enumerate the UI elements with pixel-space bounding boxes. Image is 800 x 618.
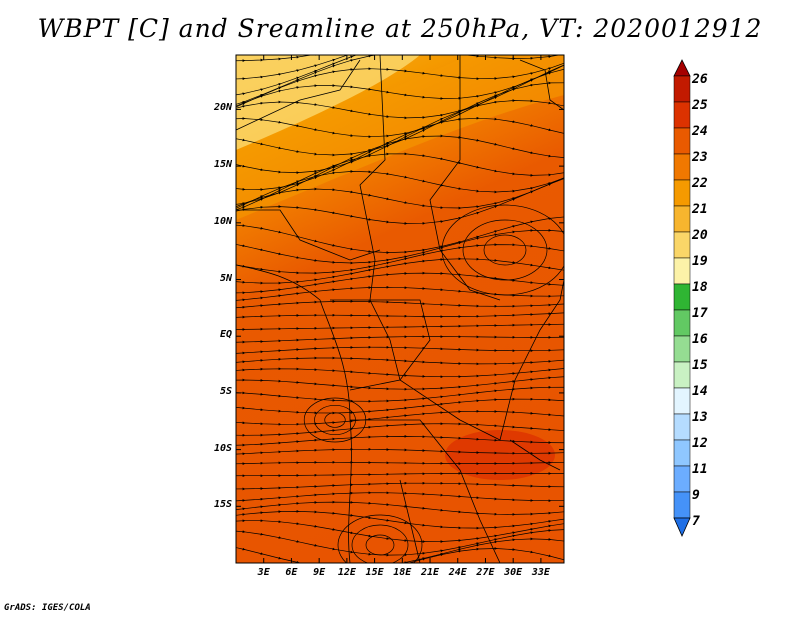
colorbar-label: 13	[692, 410, 708, 425]
colorbar-label: 26	[692, 72, 708, 87]
streamline	[236, 471, 564, 478]
colorbar-label: 14	[692, 384, 708, 399]
colorbar-segment	[673, 413, 691, 441]
lon-tick-label: 12E	[337, 567, 356, 578]
streamline	[236, 447, 564, 456]
streamline-eddy	[462, 219, 548, 281]
colorbar-label: 23	[692, 150, 708, 165]
streamline-eddy	[365, 534, 395, 556]
streamline-eddy	[303, 397, 367, 443]
colorbar-label: 20	[692, 228, 708, 243]
lon-tick-label: 21E	[420, 567, 440, 578]
lon-tick-label: 6E	[285, 567, 298, 578]
colorbar-segment	[673, 465, 691, 493]
streamline	[236, 491, 564, 503]
lon-tick-label: 18E	[393, 567, 412, 578]
streamline-eddy	[351, 524, 409, 563]
lon-tick-label: 33E	[531, 567, 550, 578]
colorbar-label: 21	[692, 202, 708, 217]
streamline-eddy	[324, 412, 346, 428]
colorbar-segment	[673, 127, 691, 155]
colorbar-label: 16	[692, 332, 708, 347]
streamline	[236, 422, 564, 437]
streamline	[236, 481, 564, 491]
streamlines	[236, 55, 564, 563]
colorbar-segment	[673, 439, 691, 467]
lat-tick-label: 15S	[213, 499, 232, 511]
map-frame	[235, 54, 565, 564]
colorbar-segment	[673, 101, 691, 129]
lat-tick-label: 5N	[219, 272, 232, 284]
lon-tick-label: 3E	[257, 567, 270, 578]
streamline-eddy	[337, 514, 423, 563]
colorbar-label: 25	[692, 98, 708, 113]
colorbar-label: 7	[692, 514, 700, 529]
lat-tick-label: 20N	[213, 102, 232, 114]
lon-tick-label: 24E	[448, 567, 467, 578]
map-title: WBPT [C] and Sreamline at 250hPa, VT: 20…	[37, 14, 763, 43]
colorbar-segment	[673, 335, 691, 363]
lon-tick-label: 15E	[365, 567, 384, 578]
colorbar-label: 12	[692, 436, 708, 451]
colorbar-label: 17	[692, 306, 708, 321]
colorbar-label: 22	[692, 176, 708, 191]
colorbar-segment	[673, 283, 691, 311]
lon-tick-label: 9E	[313, 567, 326, 578]
streamline-eddy	[441, 204, 564, 296]
colorbar-segment	[673, 231, 691, 259]
colorbar-segment	[673, 153, 691, 181]
colorbar-label: 18	[692, 280, 708, 295]
colorbar-segment	[673, 75, 691, 103]
lon-tick-label: 27E	[476, 567, 495, 578]
colorbar-max-arrow	[673, 59, 691, 77]
lat-tick-label: 10S	[213, 442, 232, 454]
streamline	[236, 335, 564, 344]
lat-tick-label: 5S	[219, 385, 232, 397]
colorbar-segment	[673, 257, 691, 285]
colorbar-min-arrow	[673, 517, 691, 537]
streamline-eddy	[314, 404, 356, 436]
streamline	[236, 460, 564, 466]
grads-credit: GrADS: IGES/COLA	[4, 603, 91, 613]
streamline	[242, 547, 564, 563]
colorbar-segment	[673, 309, 691, 337]
lat-tick-label: EQ	[219, 329, 232, 341]
streamline	[236, 322, 564, 331]
colorbar-label: 11	[692, 462, 708, 477]
streamline	[236, 311, 564, 319]
streamline	[236, 434, 564, 447]
streamline	[236, 285, 564, 302]
streamline	[236, 299, 564, 309]
axis-ticks	[236, 55, 564, 563]
colorbar-segment	[673, 179, 691, 207]
colorbar-segment	[673, 491, 691, 519]
lon-tick-label: 30E	[504, 567, 523, 578]
streamline	[236, 345, 564, 355]
colorbar-label: 9	[692, 488, 700, 503]
streamline	[236, 356, 564, 366]
colorbar-segment	[673, 361, 691, 389]
lat-tick-label: 15N	[213, 159, 232, 171]
colorbar-segment	[673, 205, 691, 233]
lat-tick-label: 10N	[213, 215, 232, 227]
colorbar-label: 19	[692, 254, 708, 269]
colorbar-label: 15	[692, 358, 708, 373]
streamline-eddy	[483, 234, 527, 266]
colorbar-label: 24	[692, 124, 708, 139]
colorbar-segment	[673, 387, 691, 415]
